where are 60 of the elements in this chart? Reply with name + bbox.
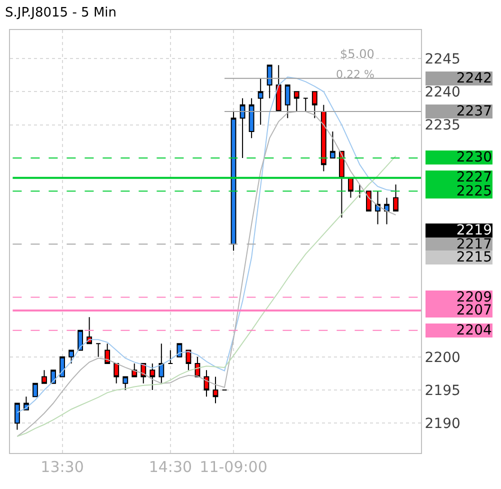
ref-line-label: 2242 bbox=[456, 70, 492, 86]
ref-line-label: 2225 bbox=[456, 184, 492, 200]
candlestick bbox=[60, 356, 65, 378]
text: 2215 bbox=[456, 250, 492, 266]
candlestick bbox=[132, 362, 138, 378]
candlestick bbox=[258, 78, 264, 126]
candlestick bbox=[276, 64, 282, 112]
candlestick bbox=[32, 382, 38, 398]
candlestick bbox=[230, 111, 236, 252]
candlestick bbox=[186, 350, 192, 371]
y-tick-label: 2235 bbox=[424, 118, 460, 134]
ref-line-label: 2204 bbox=[456, 322, 492, 338]
y-tick-label: 2200 bbox=[424, 350, 460, 366]
x-tick-label: 14:30 bbox=[148, 458, 192, 476]
candlestick bbox=[284, 84, 290, 119]
candlestick bbox=[158, 343, 164, 384]
candlestick bbox=[176, 343, 182, 358]
candlestick bbox=[78, 330, 84, 351]
candlestick bbox=[320, 104, 326, 172]
candlestick bbox=[96, 343, 102, 358]
chart-title: S.JP.J8015 - 5 Min bbox=[5, 5, 117, 20]
ref-line-label: 2207 bbox=[456, 302, 492, 318]
line-series bbox=[16, 76, 396, 414]
y-tick-label: 2245 bbox=[424, 51, 460, 68]
candlestick bbox=[302, 98, 308, 112]
x-tick-label: 13:30 bbox=[40, 458, 84, 476]
candlestick bbox=[68, 350, 74, 364]
candlestick bbox=[150, 362, 156, 391]
candlestick bbox=[393, 184, 398, 212]
annotation: $5.00 bbox=[340, 47, 374, 61]
candlestick bbox=[375, 190, 380, 225]
candlestick bbox=[330, 130, 336, 158]
candlestick bbox=[348, 177, 354, 198]
candlestick bbox=[104, 343, 110, 364]
candlestick bbox=[312, 91, 318, 119]
ref-line-label: 2227 bbox=[456, 170, 492, 186]
candlestick bbox=[384, 197, 390, 225]
candlestick bbox=[294, 91, 300, 112]
candlestick bbox=[50, 370, 56, 384]
candlestick bbox=[204, 370, 210, 398]
candlestick bbox=[266, 64, 272, 99]
candlestick bbox=[240, 98, 246, 158]
candlestick bbox=[212, 376, 218, 404]
y-tick-label: 2240 bbox=[424, 84, 460, 101]
candlestick bbox=[366, 190, 372, 212]
candlestick bbox=[168, 350, 174, 364]
ref-line-label: 2217 bbox=[456, 236, 492, 252]
annotation: 0.22 % bbox=[336, 68, 374, 81]
y-tick-label: 2190 bbox=[424, 416, 460, 432]
text: 2219 bbox=[456, 222, 492, 238]
candlestick bbox=[14, 402, 20, 430]
y-tick-label: 2195 bbox=[424, 382, 460, 399]
candlestick bbox=[114, 362, 120, 384]
ref-line-label: 2237 bbox=[456, 104, 492, 120]
candlestick bbox=[122, 376, 128, 391]
x-tick-label: 11-09:00 bbox=[200, 458, 268, 476]
candlestick bbox=[42, 370, 47, 384]
ref-line-label: 2209 bbox=[456, 290, 492, 306]
ref-line-label: 2230 bbox=[456, 150, 492, 166]
candlestick bbox=[248, 98, 254, 139]
